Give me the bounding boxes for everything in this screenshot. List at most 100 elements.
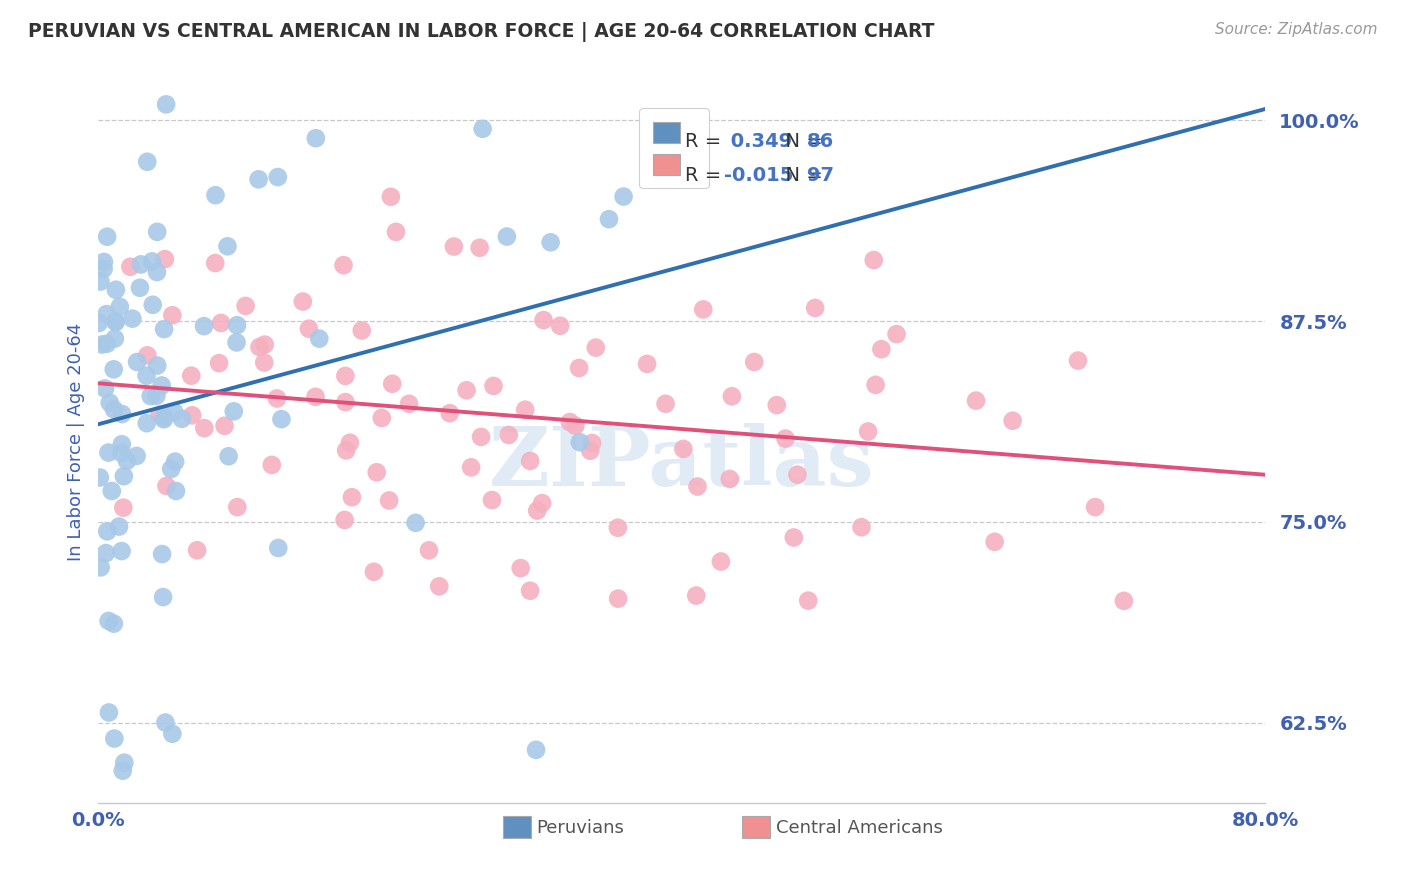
- Point: [498, 428, 520, 442]
- Point: [1001, 414, 1024, 428]
- Point: [1112, 594, 1135, 608]
- Text: Peruvians: Peruvians: [537, 819, 624, 837]
- Point: [146, 359, 169, 373]
- Point: [267, 169, 290, 184]
- Text: N =: N =: [773, 166, 830, 186]
- Point: [765, 398, 787, 412]
- Point: [193, 319, 215, 334]
- Point: [710, 555, 733, 569]
- Point: [97, 614, 120, 628]
- Point: [515, 402, 537, 417]
- Point: [398, 397, 420, 411]
- Point: [111, 407, 134, 421]
- Point: [94, 382, 117, 396]
- Point: [89, 275, 111, 289]
- Point: [89, 470, 111, 484]
- Point: [181, 409, 204, 423]
- Point: [226, 500, 249, 515]
- Point: [363, 565, 385, 579]
- Point: [160, 462, 183, 476]
- Point: [97, 706, 120, 720]
- Text: N =: N =: [773, 132, 830, 151]
- Point: [983, 534, 1005, 549]
- Point: [142, 298, 165, 312]
- Point: [247, 172, 270, 186]
- Point: [267, 541, 290, 555]
- Point: [335, 395, 357, 409]
- Point: [127, 355, 149, 369]
- Point: [209, 316, 232, 330]
- Point: [180, 368, 202, 383]
- Point: [146, 225, 169, 239]
- Point: [851, 520, 873, 534]
- Point: [870, 342, 893, 356]
- Point: [568, 435, 591, 450]
- Point: [607, 591, 630, 606]
- Point: [110, 446, 132, 460]
- Point: [155, 97, 177, 112]
- Point: [526, 503, 548, 517]
- Point: [856, 425, 879, 439]
- Point: [456, 384, 478, 398]
- Point: [91, 337, 114, 351]
- Point: [145, 389, 167, 403]
- Point: [121, 311, 143, 326]
- Point: [218, 449, 240, 463]
- Point: [98, 395, 121, 409]
- Point: [797, 593, 820, 607]
- Point: [380, 190, 402, 204]
- Point: [548, 318, 571, 333]
- Point: [186, 543, 208, 558]
- Text: 0.349: 0.349: [724, 132, 792, 151]
- Point: [103, 616, 125, 631]
- Point: [96, 229, 118, 244]
- Point: [146, 265, 169, 279]
- Point: [581, 436, 603, 450]
- Point: [165, 483, 187, 498]
- Point: [721, 389, 744, 403]
- Text: Central Americans: Central Americans: [776, 819, 943, 837]
- Point: [654, 397, 676, 411]
- Point: [112, 469, 135, 483]
- Point: [135, 368, 157, 383]
- Point: [524, 743, 547, 757]
- Point: [335, 368, 357, 383]
- Point: [162, 308, 184, 322]
- Point: [139, 389, 162, 403]
- Point: [153, 412, 176, 426]
- Point: [103, 402, 125, 417]
- Point: [298, 321, 321, 335]
- Point: [742, 355, 765, 369]
- Point: [163, 405, 186, 419]
- Point: [152, 590, 174, 604]
- Point: [104, 283, 127, 297]
- Point: [153, 410, 176, 425]
- Point: [865, 377, 887, 392]
- Text: ZIPatlas: ZIPatlas: [489, 423, 875, 503]
- Point: [568, 361, 591, 376]
- Point: [108, 519, 131, 533]
- Text: Source: ZipAtlas.com: Source: ZipAtlas.com: [1215, 22, 1378, 37]
- Point: [96, 307, 118, 321]
- Point: [129, 257, 152, 271]
- Point: [443, 239, 465, 253]
- Point: [783, 531, 806, 545]
- Point: [366, 465, 388, 479]
- Point: [153, 322, 176, 336]
- Point: [150, 378, 173, 392]
- Point: [103, 362, 125, 376]
- Point: [385, 225, 408, 239]
- Point: [672, 442, 695, 456]
- Point: [804, 301, 827, 315]
- Point: [104, 332, 127, 346]
- Point: [226, 318, 249, 333]
- Point: [378, 493, 401, 508]
- Point: [1084, 500, 1107, 514]
- Point: [266, 392, 288, 406]
- Point: [381, 376, 404, 391]
- Point: [481, 493, 503, 508]
- Point: [333, 513, 356, 527]
- Point: [235, 299, 257, 313]
- Point: [291, 294, 314, 309]
- Point: [531, 496, 554, 510]
